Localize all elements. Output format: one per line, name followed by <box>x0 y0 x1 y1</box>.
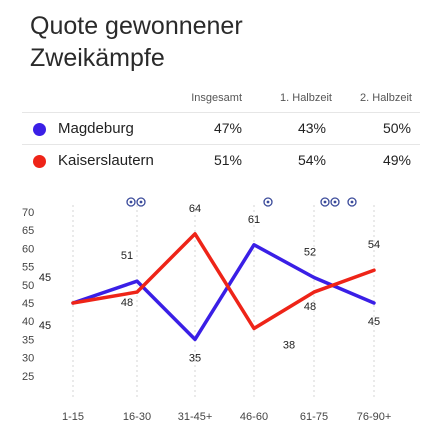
series-line-kaiserslautern <box>71 232 376 331</box>
y-tick-label: 25 <box>22 371 34 383</box>
kaiserslautern-total: 51% <box>213 152 242 168</box>
soccer-ball-icon-center <box>333 200 337 204</box>
magdeburg-total: 47% <box>213 120 242 136</box>
column-header-first-half: 1. Halbzeit <box>280 92 332 104</box>
x-tick-label: 46-60 <box>240 411 268 423</box>
data-label-magdeburg: 45 <box>368 316 380 328</box>
soccer-ball-icon-center <box>350 200 354 204</box>
table-row-magdeburg: Magdeburg 47% 43% 50% <box>0 114 440 144</box>
column-header-second-half: 2. Halbzeit <box>360 92 412 104</box>
x-tick-label: 16-30 <box>123 411 151 423</box>
data-label-magdeburg: 52 <box>304 247 316 259</box>
data-label-magdeburg: 35 <box>189 352 201 364</box>
data-label-magdeburg: 61 <box>248 214 260 226</box>
soccer-ball-icon-center <box>323 200 327 204</box>
kaiserslautern-legend-dot <box>33 155 46 168</box>
team-name-kaiserslautern: Kaiserslautern <box>58 152 154 169</box>
chart-title: Quote gewonnener Zweikämpfe <box>30 12 243 72</box>
data-label-kaiserslautern: 48 <box>304 301 316 313</box>
data-label-magdeburg: 51 <box>121 250 133 262</box>
x-tick-label: 61-75 <box>300 411 328 423</box>
y-tick-label: 60 <box>22 243 34 255</box>
series-line-magdeburg <box>71 243 376 342</box>
magdeburg-legend-dot <box>33 123 46 136</box>
table-separator <box>22 112 420 113</box>
magdeburg-first-half: 43% <box>297 120 326 136</box>
soccer-ball-icon-center <box>139 200 143 204</box>
data-label-magdeburg: 45 <box>39 272 51 284</box>
y-tick-label: 70 <box>22 207 34 219</box>
x-tick-label: 31-45+ <box>178 411 213 423</box>
data-label-kaiserslautern: 54 <box>368 239 380 251</box>
data-label-kaiserslautern: 48 <box>121 297 133 309</box>
soccer-ball-icon-center <box>129 200 133 204</box>
y-tick-label: 35 <box>22 334 34 346</box>
data-label-kaiserslautern: 45 <box>39 320 51 332</box>
y-tick-label: 50 <box>22 280 34 292</box>
y-tick-label: 55 <box>22 262 34 274</box>
y-tick-label: 30 <box>22 353 34 365</box>
x-tick-label: 1-15 <box>62 411 84 423</box>
table-row-kaiserslautern: Kaiserslautern 51% 54% 49% <box>0 146 440 176</box>
kaiserslautern-first-half: 54% <box>297 152 326 168</box>
magdeburg-second-half: 50% <box>382 120 411 136</box>
kaiserslautern-second-half: 49% <box>382 152 411 168</box>
data-label-kaiserslautern: 38 <box>283 339 295 351</box>
soccer-ball-icon-center <box>266 200 270 204</box>
table-separator <box>22 144 420 145</box>
y-tick-label: 45 <box>22 298 34 310</box>
x-tick-label: 76-90+ <box>357 411 392 423</box>
y-tick-label: 65 <box>22 225 34 237</box>
column-header-total: Insgesamt <box>191 92 242 104</box>
data-label-kaiserslautern: 64 <box>189 203 201 215</box>
y-tick-label: 40 <box>22 316 34 328</box>
team-name-magdeburg: Magdeburg <box>58 120 134 137</box>
